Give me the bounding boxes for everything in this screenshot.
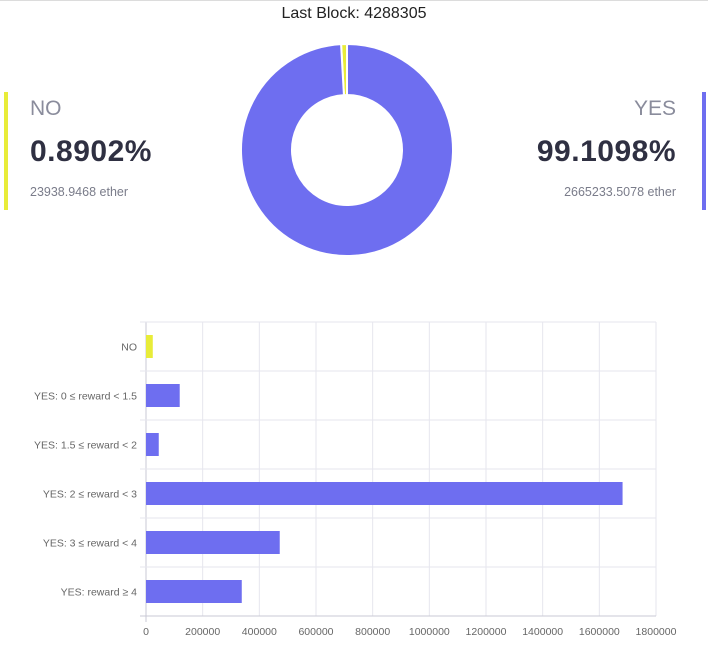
bar-4[interactable] bbox=[146, 531, 280, 554]
x-tick-label: 600000 bbox=[298, 626, 333, 638]
x-tick-label: 800000 bbox=[355, 626, 390, 638]
bar-1[interactable] bbox=[146, 384, 180, 407]
bar-5[interactable] bbox=[146, 580, 242, 603]
yes-percent: 99.1098% bbox=[536, 135, 676, 168]
top-border bbox=[0, 0, 708, 1]
vote-doughnut-chart bbox=[240, 42, 454, 257]
no-percent: 0.8902% bbox=[30, 135, 152, 168]
no-summary: NO 0.8902% 23938.9468 ether bbox=[4, 92, 152, 210]
y-category-label: YES: 0 ≤ reward < 1.5 bbox=[34, 391, 137, 403]
x-tick-label: 1200000 bbox=[466, 626, 507, 638]
bar-3[interactable] bbox=[146, 482, 623, 505]
bar-2[interactable] bbox=[146, 433, 159, 456]
y-category-label: YES: 1.5 ≤ reward < 2 bbox=[34, 440, 137, 452]
y-category-label: NO bbox=[121, 342, 137, 354]
yes-label: YES bbox=[633, 97, 676, 120]
x-tick-label: 200000 bbox=[185, 626, 220, 638]
x-tick-label: 1000000 bbox=[409, 626, 450, 638]
y-category-label: YES: 3 ≤ reward < 4 bbox=[43, 538, 137, 550]
y-category-label: YES: 2 ≤ reward < 3 bbox=[43, 489, 137, 501]
x-tick-label: 1400000 bbox=[522, 626, 563, 638]
yes-amount: 2665233.5078 ether bbox=[564, 185, 676, 199]
bar-0[interactable] bbox=[146, 335, 153, 358]
y-category-label: YES: reward ≥ 4 bbox=[61, 587, 138, 599]
no-label: NO bbox=[30, 97, 62, 120]
x-tick-label: 0 bbox=[143, 626, 149, 638]
x-tick-label: 400000 bbox=[242, 626, 277, 638]
no-amount: 23938.9468 ether bbox=[30, 185, 129, 199]
yes-summary: YES 99.1098% 2665233.5078 ether bbox=[537, 92, 706, 210]
x-tick-label: 1800000 bbox=[636, 626, 677, 638]
x-tick-label: 1600000 bbox=[579, 626, 620, 638]
page-title: Last Block: 4288305 bbox=[281, 5, 427, 22]
doughnut-slice-yes[interactable] bbox=[240, 42, 454, 257]
